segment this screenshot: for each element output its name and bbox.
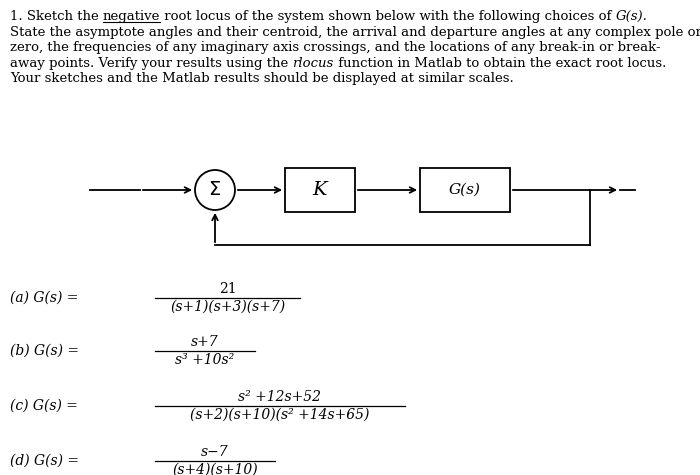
Text: (a) G(s) =: (a) G(s) = <box>10 291 78 305</box>
Text: s−7: s−7 <box>201 445 229 459</box>
Text: function in Matlab to obtain the exact root locus.: function in Matlab to obtain the exact r… <box>334 57 666 69</box>
Text: rlocus: rlocus <box>293 57 334 69</box>
Text: G(s).: G(s). <box>616 10 648 23</box>
Text: root locus of the system shown below with the following choices of: root locus of the system shown below wit… <box>160 10 616 23</box>
Bar <box>420 168 510 212</box>
Text: K: K <box>313 181 328 199</box>
Text: s² +12s+52: s² +12s+52 <box>239 390 321 404</box>
Text: 1. Sketch the: 1. Sketch the <box>10 10 103 23</box>
Text: Your sketches and the Matlab results should be displayed at similar scales.: Your sketches and the Matlab results sho… <box>10 72 514 85</box>
Text: s+7: s+7 <box>191 335 219 349</box>
Text: 21: 21 <box>218 282 237 296</box>
Text: $\Sigma$: $\Sigma$ <box>209 181 221 199</box>
Text: (s+1)(s+3)(s+7): (s+1)(s+3)(s+7) <box>170 300 285 314</box>
Text: (s+2)(s+10)(s² +14s+65): (s+2)(s+10)(s² +14s+65) <box>190 408 370 422</box>
Text: zero, the frequencies of any imaginary axis crossings, and the locations of any : zero, the frequencies of any imaginary a… <box>10 41 661 54</box>
Text: (c) G(s) =: (c) G(s) = <box>10 399 78 413</box>
Text: (d) G(s) =: (d) G(s) = <box>10 454 79 468</box>
Text: (b) G(s) =: (b) G(s) = <box>10 344 79 358</box>
Bar <box>285 168 355 212</box>
Text: s³ +10s²: s³ +10s² <box>176 353 234 367</box>
Text: State the asymptote angles and their centroid, the arrival and departure angles : State the asymptote angles and their cen… <box>10 26 700 38</box>
Text: negative: negative <box>103 10 160 23</box>
Text: away points. Verify your results using the: away points. Verify your results using t… <box>10 57 293 69</box>
Text: G(s): G(s) <box>449 183 481 197</box>
Text: (s+4)(s+10): (s+4)(s+10) <box>172 463 258 475</box>
